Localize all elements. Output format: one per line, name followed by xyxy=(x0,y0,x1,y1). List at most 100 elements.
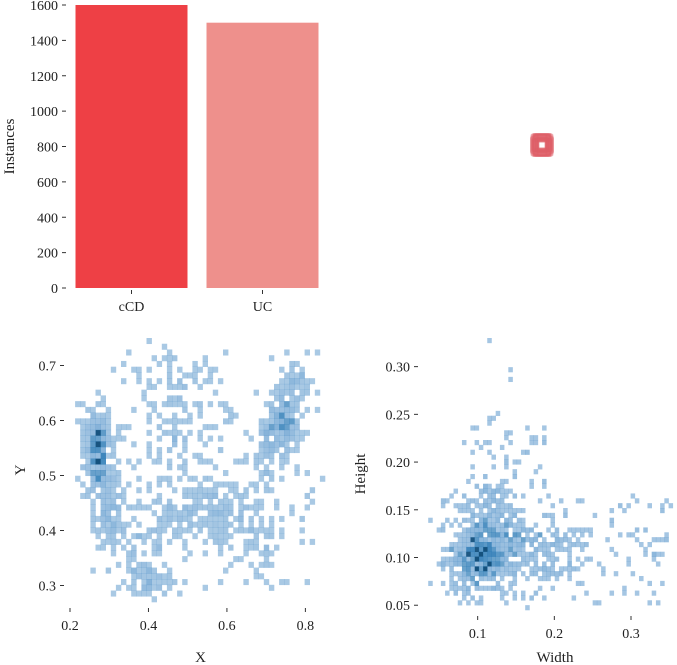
heatmap-cell xyxy=(453,585,459,591)
heatmap-cell xyxy=(177,418,183,425)
heatmap-cell xyxy=(478,512,484,519)
heatmap-cell xyxy=(478,532,484,538)
heatmap-cell xyxy=(274,498,280,505)
heatmap-cell xyxy=(182,383,188,390)
heatmap-cell xyxy=(100,544,106,551)
heatmap-cell xyxy=(192,475,198,482)
heatmap-cell xyxy=(445,546,450,553)
bar-uc xyxy=(206,22,319,288)
heatmap-cell xyxy=(495,503,501,509)
heatmap-cell xyxy=(207,492,214,499)
heatmap-cell xyxy=(100,527,106,534)
heatmap-cell xyxy=(639,576,644,582)
heatmap-cell xyxy=(85,435,91,442)
heatmap-cell xyxy=(228,561,234,568)
box-outline xyxy=(531,134,553,156)
heatmap-cell xyxy=(483,483,488,489)
heatmap-cell xyxy=(279,435,285,442)
heatmap-cell xyxy=(304,406,310,413)
heatmap-cell xyxy=(228,533,234,540)
heatmap-cell xyxy=(217,515,224,522)
heatmap-cell xyxy=(243,538,249,545)
heatmap-cell xyxy=(284,406,290,413)
heatmap-cell xyxy=(461,527,467,533)
heatmap-cell xyxy=(80,492,86,499)
heatmap-cell xyxy=(554,546,560,553)
box-outline xyxy=(536,138,548,152)
x-tick-label-ccd: cCD xyxy=(119,300,145,315)
heatmap-cell xyxy=(274,418,280,425)
heatmap-cell xyxy=(166,372,173,379)
heatmap-cell xyxy=(90,475,96,482)
heatmap-cell xyxy=(289,435,295,442)
heatmap-cell xyxy=(491,512,496,519)
heatmap-cell xyxy=(151,383,157,390)
heatmap-cell xyxy=(525,556,530,562)
heatmap-cell xyxy=(533,435,539,441)
heatmap-cell xyxy=(294,470,300,477)
heatmap-cell xyxy=(110,544,117,551)
heatmap-cell xyxy=(228,498,234,505)
heatmap-cell xyxy=(668,503,674,509)
heatmap-cell xyxy=(478,595,484,601)
heatmap-cell xyxy=(470,498,475,504)
heatmap-cell xyxy=(166,504,173,511)
heatmap-cell xyxy=(639,542,644,548)
heatmap-cell xyxy=(161,561,168,568)
heatmap-cell xyxy=(512,546,518,553)
heatmap-cell xyxy=(483,566,488,572)
heatmap-cell xyxy=(121,533,127,540)
heatmap-cell xyxy=(177,521,183,528)
heatmap-cell xyxy=(110,527,117,534)
box-outline xyxy=(537,140,547,150)
heatmap-cell xyxy=(268,533,275,540)
heatmap-cell xyxy=(449,561,454,567)
heatmap-cell xyxy=(294,418,300,425)
heatmap-cell xyxy=(483,498,488,504)
heatmap-cell xyxy=(525,532,530,538)
heatmap-cell xyxy=(651,551,657,557)
heatmap-cell xyxy=(136,475,142,482)
heatmap-cell xyxy=(520,590,526,596)
heatmap-cell xyxy=(100,464,106,471)
heatmap-cell xyxy=(453,546,459,553)
heatmap-cell xyxy=(491,517,496,523)
heatmap-cell xyxy=(294,435,300,442)
heatmap-cell xyxy=(520,595,526,601)
heatmap-cell xyxy=(304,429,310,436)
heatmap-cell xyxy=(478,444,484,451)
heatmap-cell xyxy=(436,561,442,567)
heatmap-cell xyxy=(90,487,96,494)
heatmap-cell xyxy=(470,527,475,533)
heatmap-cell xyxy=(487,338,492,344)
heatmap-cell xyxy=(508,542,513,548)
heatmap-cell xyxy=(248,435,254,442)
heatmap-cell xyxy=(182,458,188,465)
box-outline xyxy=(534,137,550,153)
heatmap-cell xyxy=(258,458,265,465)
heatmap-cell xyxy=(197,504,203,511)
heatmap-cell xyxy=(146,590,152,597)
heatmap-cell xyxy=(470,508,475,514)
heatmap-cell xyxy=(217,447,224,454)
heatmap-cell xyxy=(233,412,239,419)
heatmap-cell xyxy=(172,429,178,436)
heatmap-cell xyxy=(100,418,106,425)
heatmap-cell xyxy=(258,521,265,528)
heatmap-cell xyxy=(491,493,496,499)
heatmap-cell xyxy=(504,527,509,533)
heatmap-cell xyxy=(202,521,208,528)
heatmap-cell xyxy=(279,424,285,431)
heatmap-cell xyxy=(474,522,480,528)
heatmap-cell xyxy=(461,542,467,548)
heatmap-cell xyxy=(453,503,459,509)
heatmap-cell xyxy=(461,532,467,538)
heatmap-cell xyxy=(457,571,463,577)
heatmap-cell xyxy=(478,576,484,582)
heatmap-cell xyxy=(284,452,290,459)
heatmap-cell xyxy=(212,510,219,517)
heatmap-cell xyxy=(253,498,259,505)
heatmap-cell xyxy=(274,406,280,413)
box-outline xyxy=(533,135,551,155)
heatmap-cell xyxy=(453,532,459,538)
